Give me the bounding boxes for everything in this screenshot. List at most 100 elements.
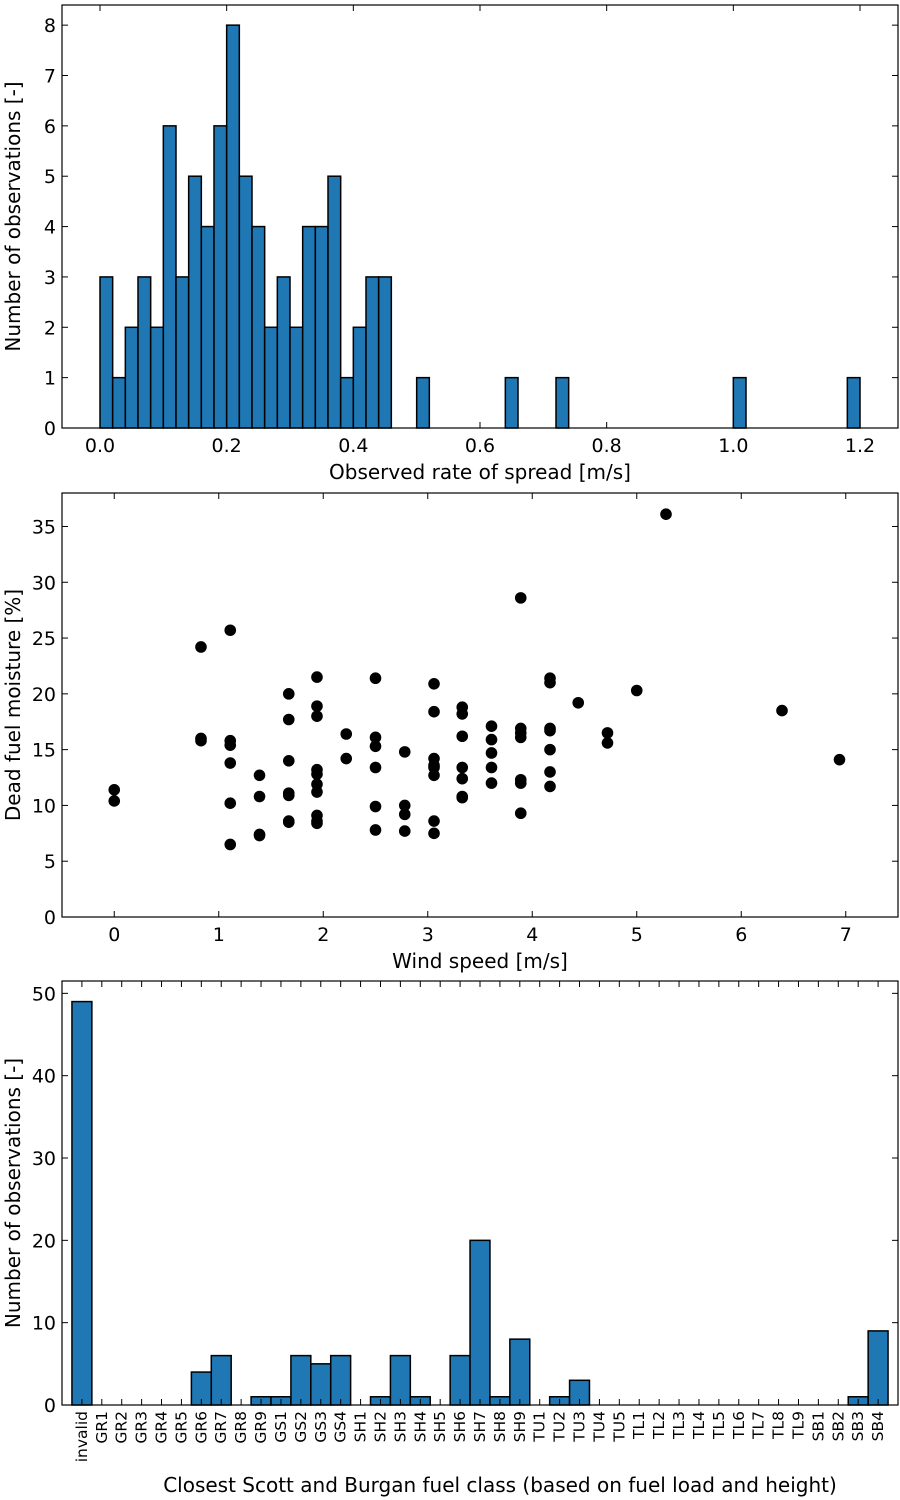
rate-of-spread-histogram: 0 1 2 3 4 5 6 7 8 Number of observations [-] 0.0 0.… <box>1 4 899 484</box>
y-tick-label: 40 <box>32 1066 56 1088</box>
x-category-label: SH5 <box>431 1411 449 1442</box>
x-tick-label: 2 <box>317 924 329 946</box>
y-axis-label: Dead fuel moisture [%] <box>1 589 25 821</box>
scatter-point <box>544 780 556 793</box>
y-tick-label: 4 <box>44 217 56 239</box>
x-category-label: GS4 <box>332 1411 350 1443</box>
scatter-point <box>544 676 556 689</box>
scatter-point <box>398 746 411 758</box>
y-tick-label: 35 <box>32 516 56 538</box>
x-tick-label: 0.2 <box>212 435 242 457</box>
scatter-point <box>224 838 237 851</box>
x-category-label: GS3 <box>312 1411 330 1443</box>
scatter-point <box>282 816 295 828</box>
histogram-bar <box>200 225 215 429</box>
scatter-point <box>108 795 121 807</box>
y-tick-label: 0 <box>44 418 56 440</box>
histogram-bar <box>225 24 241 429</box>
x-category-label: SH8 <box>491 1411 509 1442</box>
x-tick-label: 0 <box>108 924 120 946</box>
category-bar <box>290 1354 312 1406</box>
y-tick-label: 15 <box>32 740 56 762</box>
x-category-label: SB3 <box>849 1411 867 1441</box>
scatter-point <box>514 731 527 744</box>
x-category-label: TL6 <box>730 1411 748 1440</box>
category-bar <box>389 1354 412 1406</box>
category-bar <box>329 1354 352 1406</box>
x-category-label: TU4 <box>590 1411 608 1443</box>
x-category-label: SB4 <box>869 1411 887 1441</box>
histogram-bar <box>137 276 152 429</box>
y-tick-label: 7 <box>44 66 56 88</box>
histogram-bar <box>732 376 747 429</box>
x-axis-label: Observed rate of spread [m/s] <box>329 460 631 484</box>
scatter-point <box>253 829 266 842</box>
x-category-label: TU2 <box>551 1411 569 1443</box>
histogram-bar <box>175 276 190 429</box>
y-tick-label: 30 <box>32 572 56 594</box>
y-tick-label: 6 <box>44 116 56 138</box>
x-category-label: TL1 <box>630 1411 648 1440</box>
histogram-bar <box>339 376 355 429</box>
scatter-point <box>398 825 411 837</box>
x-category-label: SH7 <box>471 1411 489 1442</box>
x-category-label: TL7 <box>750 1411 768 1440</box>
x-tick-label: 6 <box>735 924 747 946</box>
x-category-label: GR9 <box>252 1411 270 1444</box>
scatter-point <box>601 737 614 749</box>
scatter-point <box>340 728 353 740</box>
x-tick-label: 1 <box>213 924 225 946</box>
x-category-label: SH9 <box>511 1411 529 1442</box>
histogram-bar <box>352 326 367 429</box>
x-tick-label: 1.2 <box>845 435 875 457</box>
x-tick-label: 7 <box>840 924 852 946</box>
scatter-point <box>369 761 382 774</box>
y-tick-label: 20 <box>32 684 56 706</box>
x-category-label: GR1 <box>93 1411 111 1444</box>
x-category-label: TU1 <box>531 1411 549 1443</box>
scatter-point <box>253 790 266 803</box>
scatter-point <box>456 730 469 743</box>
x-category-label: SB2 <box>829 1411 847 1441</box>
x-category-label: GR7 <box>212 1411 230 1444</box>
scatter-point <box>485 733 498 746</box>
x-category-label: SH2 <box>371 1411 389 1442</box>
histogram-bar <box>263 326 279 429</box>
x-category-label: TL4 <box>690 1411 708 1440</box>
x-category-label: GR4 <box>153 1411 171 1444</box>
y-tick-label: 1 <box>44 368 56 390</box>
scatter-point <box>428 827 440 840</box>
scatter-point <box>253 769 266 782</box>
x-tick-label: 0.4 <box>338 435 368 457</box>
x-category-label: SB1 <box>809 1411 827 1441</box>
scatter-point <box>311 671 323 683</box>
scatter-point <box>311 768 323 780</box>
x-category-label: TL5 <box>710 1411 728 1440</box>
x-category-label: SH3 <box>391 1411 409 1442</box>
x-category-label: SH6 <box>451 1411 469 1442</box>
scatter-point <box>456 791 469 804</box>
x-category-label: TL3 <box>670 1411 688 1440</box>
category-bar <box>449 1354 471 1406</box>
histogram-bar <box>415 376 431 429</box>
scatter-point <box>428 815 440 827</box>
y-tick-label: 2 <box>44 317 56 339</box>
scatter-point <box>572 696 585 709</box>
scatter-point <box>282 754 295 767</box>
scatter-point <box>776 704 788 717</box>
scatter-point <box>398 808 411 821</box>
x-category-label: GR8 <box>232 1411 250 1444</box>
scatter-point <box>660 508 672 520</box>
x-category-label: GR5 <box>172 1411 190 1444</box>
x-axis-label: Closest Scott and Burgan fuel class (bas… <box>163 1473 837 1497</box>
scatter-point <box>428 678 440 690</box>
y-tick-label: 8 <box>44 15 56 37</box>
histogram-bar <box>301 225 317 429</box>
y-axis-label: Number of observations [-] <box>1 1058 25 1328</box>
scatter-point <box>195 734 207 747</box>
scatter-point <box>311 700 323 712</box>
scatter-point <box>369 740 382 753</box>
histogram-bar <box>504 376 519 429</box>
category-bar <box>867 1330 889 1406</box>
y-tick-label: 50 <box>32 983 56 1005</box>
